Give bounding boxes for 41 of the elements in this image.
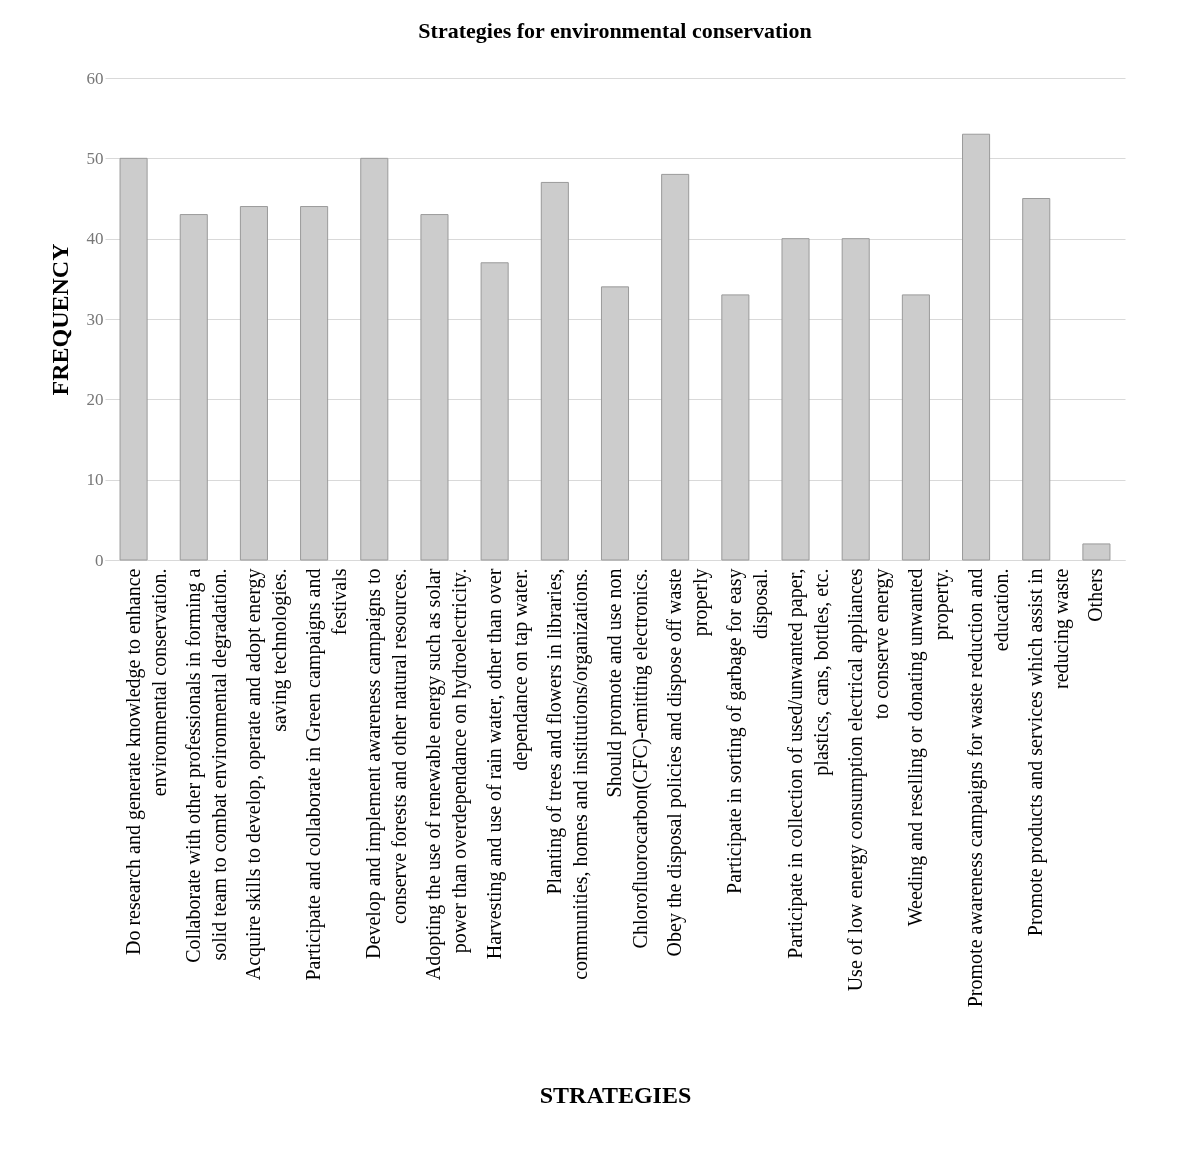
x-tick-label: Develop and implement awareness campaigns to conserve forests and other natural resources.	[362, 568, 411, 959]
y-tick-label: 10	[86, 470, 104, 490]
y-tick-label: 40	[86, 229, 104, 249]
y-tick-label: 0	[95, 550, 104, 570]
x-tick-label: Others	[1084, 568, 1107, 622]
bar	[962, 133, 991, 561]
bar	[1022, 198, 1051, 561]
y-tick-label: 60	[86, 68, 104, 88]
bar	[119, 157, 148, 561]
bar	[721, 294, 750, 561]
x-tick-label: Participate in collection of used/unwanted paper, plastics, cans, bottles, etc.	[783, 568, 833, 959]
bar	[360, 157, 389, 561]
bar	[781, 238, 810, 561]
bar	[420, 214, 449, 561]
x-axis-title: STRATEGIES	[539, 1081, 692, 1108]
bar	[600, 286, 630, 561]
bar	[661, 173, 690, 561]
x-tick-label: Harvesting and use of rain water, other than over dependance on tap water.	[482, 568, 532, 960]
bar	[1082, 543, 1111, 561]
bar	[901, 294, 930, 561]
x-tick-label: Participate in sorting of garbage for easy disposal.	[723, 568, 773, 894]
x-tick-label: Adopting the use of renewable energy such as solar power than overdependance on hydroelectricity.	[422, 568, 472, 981]
x-tick-label: Acquire skills to develop, operate and adopt energy saving technologies.	[241, 568, 291, 981]
x-tick-label: Promote awareness campaigns for waste reduction and education.	[964, 568, 1013, 1008]
bar	[480, 262, 509, 561]
bar	[540, 181, 569, 561]
bar	[300, 206, 329, 561]
x-tick-label: Collaborate with other professionals in forming a solid team to combat environmental degradation.	[181, 568, 231, 963]
bar	[179, 214, 208, 561]
x-tick-label: Obey the disposal policies and dispose off waste properly	[663, 568, 713, 957]
chart-title: Strategies for environmental conservation	[418, 18, 812, 43]
y-tick-label: 20	[86, 389, 104, 409]
x-tick-label: Weeding and reselling or donating unwanted property.	[903, 568, 953, 927]
y-tick-label: 30	[86, 309, 104, 329]
y-axis-title: FREQUENCY	[46, 243, 73, 396]
x-tick-label: Do research and generate knowledge to enhance environmental conservation.	[121, 568, 170, 955]
x-tick-label: Planting of trees and flowers in libraries, communities, homes and institutions/organizations.	[542, 568, 592, 980]
bar	[841, 238, 870, 561]
bar	[239, 206, 268, 561]
y-tick-label: 50	[86, 148, 104, 168]
x-tick-label: Should promote and use non Chlorofluorocarbon(CFC)-emitting electronics.	[603, 568, 652, 949]
